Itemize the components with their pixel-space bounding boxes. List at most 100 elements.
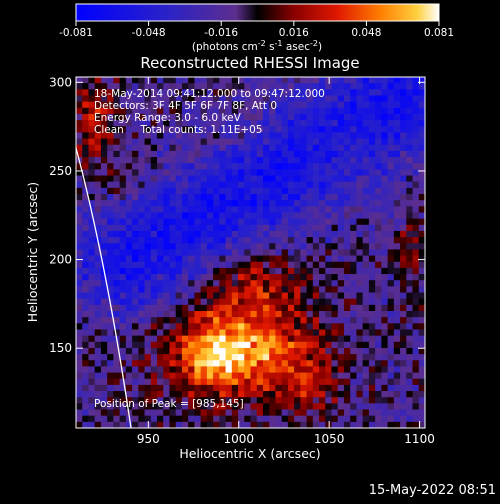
heatmap-cell xyxy=(412,372,420,380)
heatmap-cell xyxy=(150,138,158,146)
heatmap-cell xyxy=(294,89,301,97)
heatmap-cell xyxy=(356,409,364,417)
heatmap-cell xyxy=(194,169,202,177)
heatmap-cell xyxy=(387,421,395,428)
heatmap-cell xyxy=(250,292,258,300)
heatmap-cell xyxy=(250,224,258,232)
heatmap-cell xyxy=(393,354,401,361)
heatmap-cell xyxy=(294,224,301,232)
heatmap-cell xyxy=(381,274,389,281)
heatmap-cell xyxy=(119,138,127,146)
heatmap-cell xyxy=(256,89,264,97)
heatmap-cell xyxy=(157,120,164,127)
heatmap-cell xyxy=(213,126,220,134)
heatmap-cell xyxy=(381,237,389,244)
heatmap-cell xyxy=(331,95,339,103)
heatmap-cell xyxy=(213,237,220,244)
heatmap-cell xyxy=(400,354,407,361)
heatmap-cell xyxy=(412,138,420,146)
heatmap-cell xyxy=(294,421,301,428)
heatmap-cell xyxy=(163,212,171,220)
heatmap-cell xyxy=(343,409,351,417)
heatmap-cell xyxy=(275,144,283,152)
heatmap-cell xyxy=(337,243,345,251)
heatmap-cell xyxy=(213,274,220,281)
heatmap-cell xyxy=(169,280,177,287)
heatmap-cell xyxy=(312,261,320,269)
heatmap-cell xyxy=(206,360,214,368)
heatmap-cell xyxy=(306,403,314,411)
heatmap-cell xyxy=(244,169,252,177)
heatmap-cell xyxy=(294,187,301,195)
heatmap-cell xyxy=(381,126,389,134)
heatmap-cell xyxy=(343,415,351,423)
heatmap-cell xyxy=(262,384,270,392)
heatmap-cell xyxy=(169,138,177,146)
heatmap-cell xyxy=(269,317,277,324)
heatmap-cell xyxy=(94,169,102,177)
heatmap-cell xyxy=(76,421,83,428)
heatmap-cell xyxy=(138,95,146,103)
heatmap-cell xyxy=(181,95,189,103)
heatmap-cell xyxy=(325,163,333,170)
heatmap-cell xyxy=(225,243,233,251)
heatmap-cell xyxy=(406,95,414,103)
heatmap-cell xyxy=(132,224,139,232)
heatmap-cell xyxy=(231,261,239,269)
heatmap-cell xyxy=(132,409,139,417)
heatmap-cell xyxy=(343,298,351,306)
heatmap-cell xyxy=(169,391,177,398)
heatmap-cell xyxy=(362,347,370,355)
heatmap-cell xyxy=(393,218,401,226)
heatmap-cell xyxy=(294,83,301,90)
heatmap-cell xyxy=(356,243,364,251)
heatmap-cell xyxy=(219,329,227,337)
heatmap-cell xyxy=(319,255,326,263)
heatmap-cell xyxy=(100,83,108,90)
heatmap-cell xyxy=(387,107,395,115)
heatmap-cell xyxy=(181,138,189,146)
heatmap-cell xyxy=(175,286,183,294)
heatmap-cell xyxy=(200,181,208,189)
heatmap-cell xyxy=(219,194,227,201)
heatmap-cell xyxy=(381,335,389,343)
heatmap-cell xyxy=(119,206,127,214)
heatmap-cell xyxy=(287,391,295,398)
heatmap-cell xyxy=(225,157,233,164)
heatmap-cell xyxy=(381,107,389,115)
heatmap-cell xyxy=(231,372,239,380)
heatmap-cell xyxy=(175,378,183,386)
heatmap-cell xyxy=(88,261,96,269)
heatmap-cell xyxy=(244,317,252,324)
heatmap-cell xyxy=(150,323,158,331)
heatmap-cell xyxy=(107,101,114,109)
heatmap-cell xyxy=(194,132,202,140)
heatmap-cell xyxy=(412,384,420,392)
heatmap-cell xyxy=(169,415,177,423)
heatmap-cell xyxy=(76,378,83,386)
heatmap-cell xyxy=(188,169,196,177)
heatmap-cell xyxy=(250,341,258,349)
heatmap-cell xyxy=(100,107,108,115)
heatmap-cell xyxy=(125,403,133,411)
heatmap-cell xyxy=(319,391,326,398)
heatmap-cell xyxy=(119,409,127,417)
heatmap-cell xyxy=(250,378,258,386)
heatmap-cell xyxy=(294,181,301,189)
heatmap-cell xyxy=(294,409,301,417)
heatmap-cell xyxy=(194,391,202,398)
heatmap-cell xyxy=(113,274,121,281)
heatmap-cell xyxy=(163,391,171,398)
heatmap-cell xyxy=(200,421,208,428)
heatmap-cell xyxy=(200,163,208,170)
heatmap-cell xyxy=(412,261,420,269)
heatmap-cell xyxy=(256,280,264,287)
heatmap-cell xyxy=(113,391,121,398)
heatmap-cell xyxy=(319,89,326,97)
heatmap-cell xyxy=(250,280,258,287)
heatmap-cell xyxy=(387,144,395,152)
heatmap-cell xyxy=(244,200,252,207)
heatmap-cell xyxy=(76,261,83,269)
heatmap-cell xyxy=(343,335,351,343)
heatmap-cell xyxy=(88,175,96,183)
